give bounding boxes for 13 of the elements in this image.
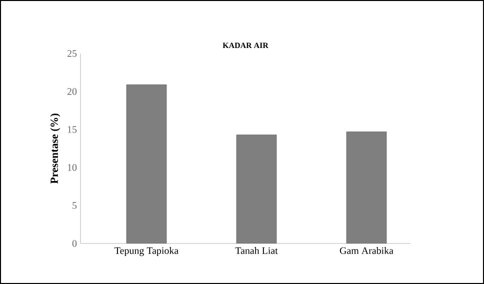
bar <box>346 132 387 244</box>
bar <box>126 84 167 244</box>
y-tick-label: 25 <box>67 50 77 57</box>
y-axis-title: Presentase (%) <box>50 114 60 184</box>
x-tick-label: Gam Arabika <box>340 247 394 254</box>
y-tick-label: 10 <box>68 164 77 171</box>
y-tick-label: 5 <box>72 202 77 209</box>
x-tick-label: Tepung Tapioka <box>114 247 178 256</box>
y-tick-label: 20 <box>67 88 77 95</box>
y-tick-label: 0 <box>72 240 77 247</box>
bar <box>236 134 277 244</box>
x-tick-label: Tanah Liat <box>235 247 278 254</box>
y-tick-label: 15 <box>68 126 77 133</box>
